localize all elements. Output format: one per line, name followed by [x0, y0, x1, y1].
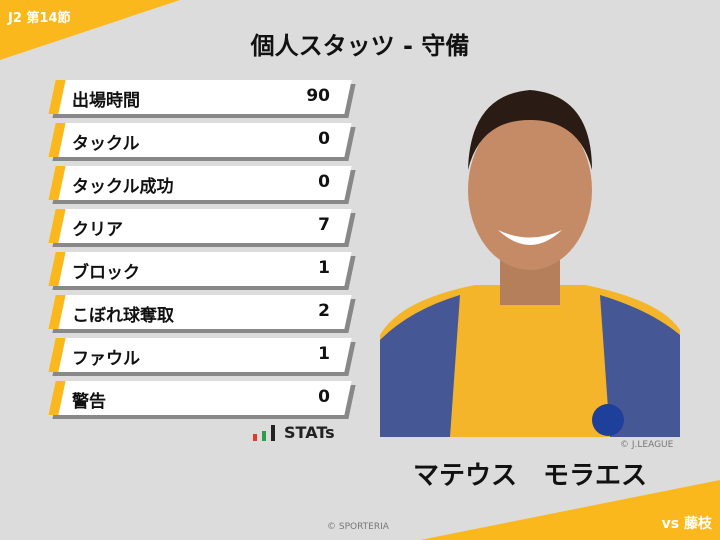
round-label: J2 第14節: [8, 11, 71, 26]
page-title: 個人スタッツ - 守備: [250, 32, 470, 60]
logo-bar-green: [262, 431, 266, 441]
stat-value: 90: [306, 86, 330, 106]
stat-label: タックル成功: [72, 177, 174, 197]
stat-label: 出場時間: [72, 91, 140, 111]
stat-value: 1: [318, 344, 330, 364]
logo-bar-black: [271, 425, 275, 441]
stats-list: 出場時間 90 タックル 0 タックル成功 0 クリア 7 ブロック 1 こぼれ球奪取 2 ファウル 1 警…: [48, 80, 356, 424]
player-photo: [380, 75, 680, 437]
stats-logo: STATs: [253, 425, 335, 441]
copyright: © SPORTERIA: [327, 522, 389, 532]
corner-banner-top: [0, 0, 180, 60]
stat-row: ブロック 1: [48, 252, 356, 290]
stat-row: 出場時間 90: [48, 80, 356, 118]
stat-label: 警告: [72, 392, 106, 412]
opponent-label: vs 藤枝: [661, 516, 712, 532]
stat-value: 7: [318, 215, 330, 235]
stat-row: こぼれ球奪取 2: [48, 295, 356, 333]
stat-row: タックル成功 0: [48, 166, 356, 204]
stat-label: タックル: [72, 134, 140, 154]
stat-row: 警告 0: [48, 381, 356, 419]
stat-label: クリア: [72, 220, 123, 240]
stat-value: 0: [318, 172, 330, 192]
stat-value: 0: [318, 129, 330, 149]
stat-value: 1: [318, 258, 330, 278]
stat-label: こぼれ球奪取: [72, 306, 174, 326]
stat-value: 0: [318, 387, 330, 407]
stats-logo-text: STATs: [284, 423, 335, 442]
stat-row: タックル 0: [48, 123, 356, 161]
corner-banner-bottom: [420, 480, 720, 540]
stat-label: ファウル: [72, 349, 140, 369]
stat-row: ファウル 1: [48, 338, 356, 376]
stat-value: 2: [318, 301, 330, 321]
photo-credit: © J.LEAGUE: [620, 440, 674, 450]
stat-row: クリア 7: [48, 209, 356, 247]
stat-label: ブロック: [72, 263, 140, 283]
logo-bar-red: [253, 434, 257, 441]
